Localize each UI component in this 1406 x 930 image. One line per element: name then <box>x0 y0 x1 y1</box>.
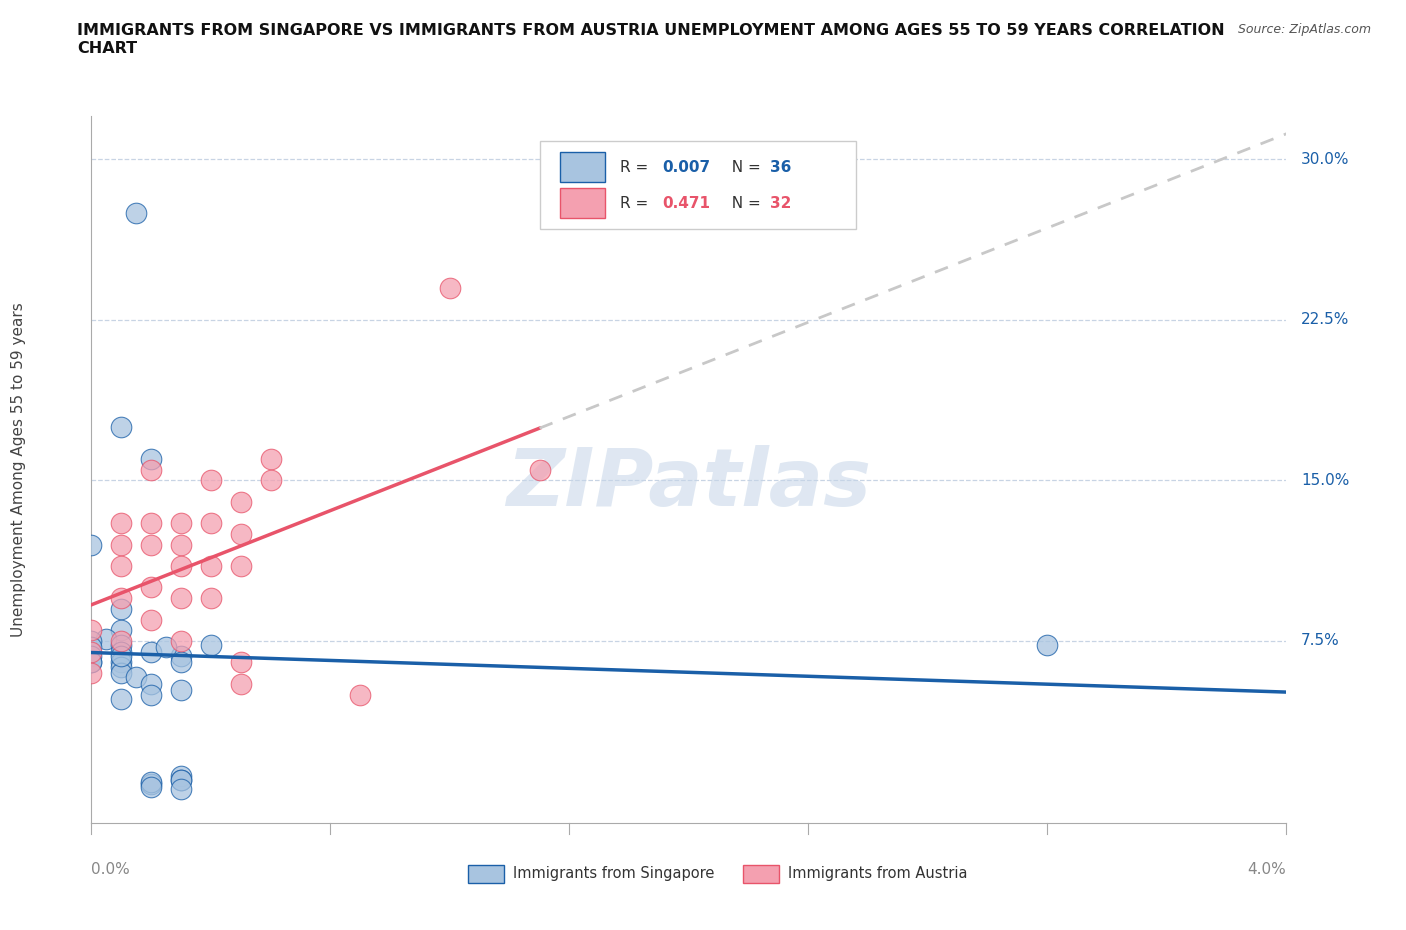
Point <box>229 495 252 510</box>
Point <box>259 451 281 466</box>
Bar <box>560 188 605 218</box>
Point <box>110 538 132 552</box>
Text: Immigrants from Singapore: Immigrants from Singapore <box>513 867 714 882</box>
Point <box>200 591 222 605</box>
Text: 36: 36 <box>770 160 792 175</box>
Point <box>80 640 103 655</box>
Point <box>110 655 132 670</box>
Bar <box>468 865 503 883</box>
Text: 32: 32 <box>770 195 792 210</box>
Point <box>110 666 132 681</box>
Point <box>229 676 252 691</box>
Point <box>229 526 252 541</box>
Point <box>110 638 132 653</box>
Text: N =: N = <box>723 160 766 175</box>
Text: 0.471: 0.471 <box>662 195 710 210</box>
Point <box>170 516 193 531</box>
Text: N =: N = <box>723 195 766 210</box>
Text: 0.007: 0.007 <box>662 160 711 175</box>
Text: 22.5%: 22.5% <box>1301 312 1350 327</box>
Point <box>170 538 193 552</box>
Point <box>170 768 193 783</box>
Point <box>259 473 281 488</box>
Point <box>349 687 371 702</box>
Point <box>110 659 132 674</box>
FancyBboxPatch shape <box>540 141 856 230</box>
Point <box>200 638 222 653</box>
Point <box>80 666 103 681</box>
Point <box>141 538 162 552</box>
Point <box>80 633 103 648</box>
Point <box>170 773 193 788</box>
Point <box>80 655 103 670</box>
Point <box>110 623 132 638</box>
Text: 7.5%: 7.5% <box>1301 633 1340 648</box>
Text: Immigrants from Austria: Immigrants from Austria <box>789 867 967 882</box>
Point <box>125 206 148 220</box>
Point <box>80 538 103 552</box>
Text: ZIPatlas: ZIPatlas <box>506 445 872 523</box>
Point <box>80 623 103 638</box>
Point <box>110 419 132 434</box>
Point <box>110 648 132 663</box>
Point <box>170 655 193 670</box>
Point <box>170 781 193 796</box>
Point <box>141 687 162 702</box>
Point <box>170 683 193 698</box>
Point <box>141 777 162 792</box>
Point <box>155 640 177 655</box>
Point <box>170 648 193 663</box>
Point <box>170 633 193 648</box>
Point <box>96 631 118 646</box>
Point <box>141 451 162 466</box>
Point <box>80 644 103 659</box>
Point <box>80 655 103 670</box>
Point <box>141 775 162 790</box>
Point <box>125 670 148 684</box>
Point <box>200 473 222 488</box>
Point <box>229 655 252 670</box>
Point <box>141 462 162 477</box>
Text: R =: R = <box>620 195 652 210</box>
Text: 15.0%: 15.0% <box>1301 472 1350 488</box>
Point <box>110 644 132 659</box>
Point <box>170 559 193 574</box>
Point <box>141 779 162 794</box>
Point <box>200 516 222 531</box>
Point <box>141 580 162 595</box>
Point <box>141 516 162 531</box>
Text: IMMIGRANTS FROM SINGAPORE VS IMMIGRANTS FROM AUSTRIA UNEMPLOYMENT AMONG AGES 55 : IMMIGRANTS FROM SINGAPORE VS IMMIGRANTS … <box>77 23 1225 56</box>
Point <box>80 648 103 663</box>
Point <box>141 676 162 691</box>
Point <box>110 559 132 574</box>
Text: 0.0%: 0.0% <box>91 861 131 877</box>
Text: 30.0%: 30.0% <box>1301 152 1350 166</box>
Point <box>110 633 132 648</box>
Text: 4.0%: 4.0% <box>1247 861 1286 877</box>
Text: Unemployment Among Ages 55 to 59 years: Unemployment Among Ages 55 to 59 years <box>11 302 25 637</box>
Text: R =: R = <box>620 160 652 175</box>
Point <box>229 559 252 574</box>
Point <box>170 591 193 605</box>
Point <box>110 602 132 617</box>
Point <box>141 644 162 659</box>
Bar <box>560 153 605 182</box>
Point <box>110 691 132 706</box>
Point <box>439 280 461 295</box>
Point <box>110 516 132 531</box>
Point <box>200 559 222 574</box>
Point <box>170 773 193 788</box>
Point <box>141 612 162 627</box>
Point <box>110 591 132 605</box>
Point <box>529 462 551 477</box>
Bar <box>742 865 779 883</box>
Text: Source: ZipAtlas.com: Source: ZipAtlas.com <box>1237 23 1371 36</box>
Point <box>1036 638 1059 653</box>
